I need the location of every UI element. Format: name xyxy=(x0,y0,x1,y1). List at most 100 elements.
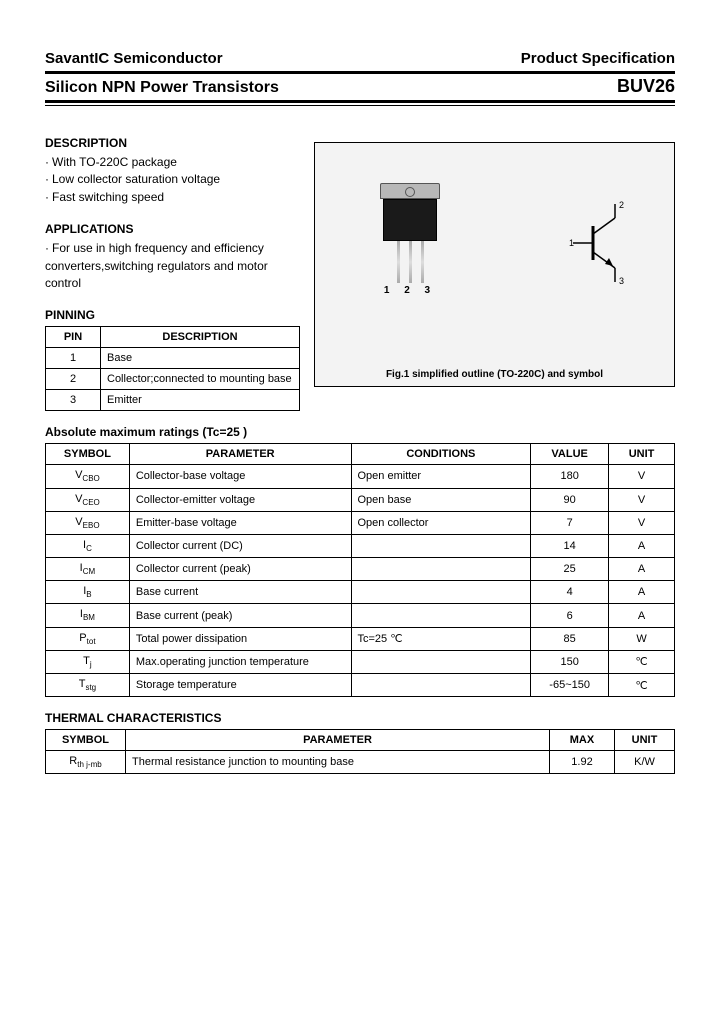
value-cell: 6 xyxy=(531,604,609,627)
description-heading: DESCRIPTION xyxy=(45,136,300,150)
table-row: 1Base xyxy=(46,348,300,369)
left-column: DESCRIPTION With TO-220C package Low col… xyxy=(45,120,300,411)
divider-thick-2 xyxy=(45,100,675,103)
param-cell: Base current xyxy=(129,581,351,604)
package-body xyxy=(383,199,437,241)
param-cell: Collector-base voltage xyxy=(129,465,351,488)
symbol-emitter-label: 3 xyxy=(619,276,624,286)
figure-caption: Fig.1 simplified outline (TO-220C) and s… xyxy=(315,369,674,380)
table-row: PtotTotal power dissipationTc=25 ℃85W xyxy=(46,627,675,650)
company-name: SavantIC Semiconductor xyxy=(45,50,223,67)
col-desc: DESCRIPTION xyxy=(101,327,300,348)
description-item: Low collector saturation voltage xyxy=(45,171,300,188)
table-row: TstgStorage temperature -65~150℃ xyxy=(46,674,675,697)
right-column: 1 2 3 1 2 3 Fig.1 simplified outline (TO… xyxy=(314,120,675,411)
cond-cell xyxy=(351,581,531,604)
param-cell: Max.operating junction temperature xyxy=(129,650,351,673)
value-cell: 14 xyxy=(531,534,609,557)
cond-cell xyxy=(351,604,531,627)
table-header-row: SYMBOL PARAMETER MAX UNIT xyxy=(46,730,675,751)
symbol-base-label: 1 xyxy=(569,238,574,248)
unit-cell: V xyxy=(609,488,675,511)
symbol-cell: ICM xyxy=(46,558,130,581)
table-row: VEBOEmitter-base voltageOpen collector7V xyxy=(46,511,675,534)
package-tab xyxy=(380,183,440,199)
param-cell: Collector-emitter voltage xyxy=(129,488,351,511)
content-columns: DESCRIPTION With TO-220C package Low col… xyxy=(45,120,675,411)
product-spec-label: Product Specification xyxy=(521,50,675,67)
cond-cell xyxy=(351,674,531,697)
symbol-cell: Rth j-mb xyxy=(46,751,126,774)
thermal-heading: THERMAL CHARACTERISTICS xyxy=(45,711,675,725)
param-cell: Collector current (peak) xyxy=(129,558,351,581)
param-cell: Collector current (DC) xyxy=(129,534,351,557)
value-cell: 25 xyxy=(531,558,609,581)
symbol-collector-label: 2 xyxy=(619,200,624,210)
table-row: ICMCollector current (peak)25A xyxy=(46,558,675,581)
unit-cell: W xyxy=(609,627,675,650)
value-cell: 150 xyxy=(531,650,609,673)
param-cell: Thermal resistance junction to mounting … xyxy=(126,751,550,774)
table-header-row: PIN DESCRIPTION xyxy=(46,327,300,348)
symbol-cell: Ptot xyxy=(46,627,130,650)
symbol-cell: VCEO xyxy=(46,488,130,511)
cond-cell: Tc=25 ℃ xyxy=(351,627,531,650)
transistor-symbol: 1 2 3 xyxy=(569,198,639,290)
symbol-cell: VEBO xyxy=(46,511,130,534)
package-drawing: 1 2 3 xyxy=(375,183,445,296)
ratings-table: SYMBOL PARAMETER CONDITIONS VALUE UNIT V… xyxy=(45,443,675,697)
pinning-heading: PINNING xyxy=(45,308,300,322)
value-cell: 7 xyxy=(531,511,609,534)
applications-heading: APPLICATIONS xyxy=(45,222,300,236)
lead-icon xyxy=(421,241,424,283)
unit-cell: ℃ xyxy=(609,674,675,697)
table-row: IBBase current4A xyxy=(46,581,675,604)
table-row: VCEOCollector-emitter voltageOpen base90… xyxy=(46,488,675,511)
lead-icon xyxy=(397,241,400,283)
description-item: With TO-220C package xyxy=(45,154,300,171)
table-row: Rth j-mbThermal resistance junction to m… xyxy=(46,751,675,774)
table-row: VCBOCollector-base voltageOpen emitter18… xyxy=(46,465,675,488)
unit-cell: ℃ xyxy=(609,650,675,673)
value-cell: 90 xyxy=(531,488,609,511)
header: SavantIC Semiconductor Product Specifica… xyxy=(45,50,675,67)
unit-cell: V xyxy=(609,511,675,534)
lead-icon xyxy=(409,241,412,283)
table-row: IBMBase current (peak) 6A xyxy=(46,604,675,627)
cond-cell xyxy=(351,534,531,557)
part-number: BUV26 xyxy=(617,76,675,97)
cond-cell xyxy=(351,558,531,581)
description-item: Fast switching speed xyxy=(45,189,300,206)
value-cell: 4 xyxy=(531,581,609,604)
page-title: Silicon NPN Power Transistors xyxy=(45,79,279,97)
param-cell: Total power dissipation xyxy=(129,627,351,650)
cond-cell: Open emitter xyxy=(351,465,531,488)
divider-thick xyxy=(45,71,675,74)
table-row: ICCollector current (DC)14A xyxy=(46,534,675,557)
figure-box: 1 2 3 1 2 3 Fig.1 simplified outline (TO… xyxy=(314,142,675,387)
package-leads xyxy=(375,241,445,283)
table-row: 3Emitter xyxy=(46,390,300,411)
value-cell: 85 xyxy=(531,627,609,650)
symbol-cell: IBM xyxy=(46,604,130,627)
value-cell: -65~150 xyxy=(531,674,609,697)
pinning-table: PIN DESCRIPTION 1Base 2Collector;connect… xyxy=(45,326,300,411)
unit-cell: A xyxy=(609,581,675,604)
cond-cell: Open collector xyxy=(351,511,531,534)
param-cell: Storage temperature xyxy=(129,674,351,697)
description-list: With TO-220C package Low collector satur… xyxy=(45,154,300,206)
cond-cell: Open base xyxy=(351,488,531,511)
symbol-cell: Tstg xyxy=(46,674,130,697)
max-cell: 1.92 xyxy=(550,751,615,774)
title-row: Silicon NPN Power Transistors BUV26 xyxy=(45,76,675,97)
col-pin: PIN xyxy=(46,327,101,348)
symbol-cell: Tj xyxy=(46,650,130,673)
table-header-row: SYMBOL PARAMETER CONDITIONS VALUE UNIT xyxy=(46,444,675,465)
unit-cell: K/W xyxy=(615,751,675,774)
table-row: 2Collector;connected to mounting base xyxy=(46,369,300,390)
thermal-table: SYMBOL PARAMETER MAX UNIT Rth j-mbTherma… xyxy=(45,729,675,774)
unit-cell: A xyxy=(609,604,675,627)
param-cell: Base current (peak) xyxy=(129,604,351,627)
symbol-cell: IC xyxy=(46,534,130,557)
applications-item: For use in high frequency and efficiency… xyxy=(45,240,300,292)
